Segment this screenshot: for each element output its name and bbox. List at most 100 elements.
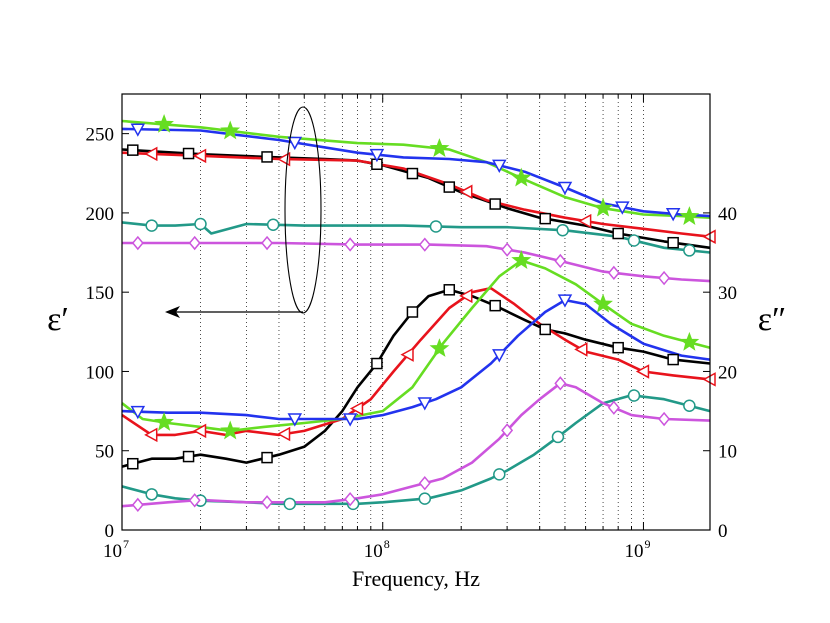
marker-star	[679, 206, 700, 225]
marker-triangle-left	[192, 148, 207, 164]
marker-diamond	[658, 411, 671, 427]
marker-star	[154, 113, 174, 133]
marker-star	[511, 167, 532, 187]
marker-star	[220, 420, 241, 440]
marker-triangle-down	[369, 148, 385, 163]
marker-square	[443, 284, 456, 296]
plot-frame	[121, 93, 711, 531]
series-line-teal-circle	[121, 221, 711, 254]
marker-star	[154, 411, 174, 431]
marker-square	[443, 181, 456, 193]
y-tick-label-left: 150	[86, 283, 115, 304]
marker-triangle-down	[557, 294, 573, 308]
marker-triangle-down	[417, 397, 433, 411]
marker-square	[667, 353, 679, 366]
marker-triangle-left	[349, 401, 364, 416]
y-tick-label-right: 30	[718, 283, 737, 304]
marker-circle	[683, 399, 696, 412]
marker-star	[593, 197, 613, 217]
marker-triangle-left	[635, 364, 650, 379]
marker-triangle-left	[574, 342, 588, 357]
y-tick-label-right: 0	[718, 521, 728, 542]
marker-triangle-left	[276, 426, 291, 442]
marker-star	[511, 250, 532, 269]
marker-triangle-left	[459, 288, 473, 304]
marker-triangle-left	[578, 213, 592, 229]
marker-square	[182, 450, 195, 463]
marker-triangle-down	[492, 159, 507, 173]
marker-layer	[127, 113, 716, 513]
marker-triangle-down	[130, 405, 146, 420]
marker-diamond	[261, 495, 274, 510]
marker-square	[539, 323, 551, 336]
x-axis-label: Frequency, Hz	[352, 566, 480, 591]
marker-star	[429, 138, 450, 157]
marker-circle	[493, 468, 506, 481]
marker-square	[127, 457, 139, 470]
x-tick-label: 107	[103, 537, 129, 562]
marker-triangle-left	[459, 184, 473, 200]
marker-triangle-down	[557, 181, 573, 196]
marker-triangle-down	[665, 208, 681, 222]
marker-circle	[283, 497, 297, 511]
marker-diamond	[554, 253, 567, 269]
marker-circle	[194, 217, 207, 231]
marker-triangle-down	[492, 349, 507, 363]
marker-triangle-left	[400, 347, 414, 362]
y-tick-label-right: 10	[718, 442, 737, 463]
marker-diamond	[501, 242, 514, 257]
series-line-magenta-diamond-loss	[121, 382, 711, 508]
marker-diamond	[607, 400, 620, 415]
series-line-blue-triangle	[121, 127, 711, 218]
marker-diamond	[501, 423, 514, 438]
x-tick-label: 108	[364, 537, 390, 562]
marker-triangle-down	[615, 201, 630, 215]
marker-star	[220, 120, 241, 140]
marker-square	[127, 144, 139, 156]
marker-triangle-down	[342, 413, 358, 427]
series-line-red-triangle-loss	[121, 286, 711, 437]
marker-square	[489, 299, 501, 312]
marker-star	[593, 293, 613, 313]
marker-square	[406, 167, 419, 180]
y-tick-label-left: 0	[105, 521, 115, 542]
y-axis-label-left: ε′	[47, 301, 69, 338]
marker-triangle-down	[287, 413, 303, 427]
marker-circle	[429, 220, 443, 233]
marker-diamond	[261, 235, 274, 251]
marker-square	[182, 147, 195, 160]
marker-diamond	[418, 476, 431, 491]
y-tick-label-left: 100	[86, 362, 115, 383]
series-line-red-triangle	[121, 151, 711, 238]
marker-square	[489, 198, 501, 210]
marker-diamond	[607, 265, 620, 281]
marker-diamond	[344, 492, 357, 507]
marker-circle	[551, 430, 565, 444]
marker-square	[539, 212, 551, 225]
marker-circle	[556, 223, 569, 237]
marker-square	[261, 151, 273, 163]
x-tick-label: 109	[624, 537, 650, 562]
marker-triangle-left	[144, 427, 158, 443]
marker-diamond	[188, 235, 201, 251]
series-line-blue-triangle-loss	[121, 298, 711, 421]
marker-diamond	[554, 376, 567, 391]
marker-diamond	[131, 235, 144, 251]
marker-triangle-left	[144, 146, 158, 162]
marker-circle	[418, 492, 432, 505]
marker-square	[612, 341, 624, 354]
marker-square	[406, 306, 419, 318]
marker-circle	[145, 219, 158, 232]
axes: 107 108 109 0 50 100 150 200 250 0 10 20 30 40	[86, 94, 737, 562]
marker-diamond	[344, 237, 357, 252]
y-tick-label-left: 50	[95, 442, 114, 463]
series-line-magenta-diamond	[122, 241, 711, 283]
y-tick-label-right: 20	[718, 362, 737, 383]
y-tick-label-right: 40	[718, 204, 737, 225]
grid	[200, 94, 644, 530]
y-axis-label-right: ε″	[758, 301, 786, 338]
y-tick-label-left: 250	[86, 125, 115, 146]
marker-circle	[266, 218, 280, 231]
marker-diamond	[188, 493, 201, 508]
